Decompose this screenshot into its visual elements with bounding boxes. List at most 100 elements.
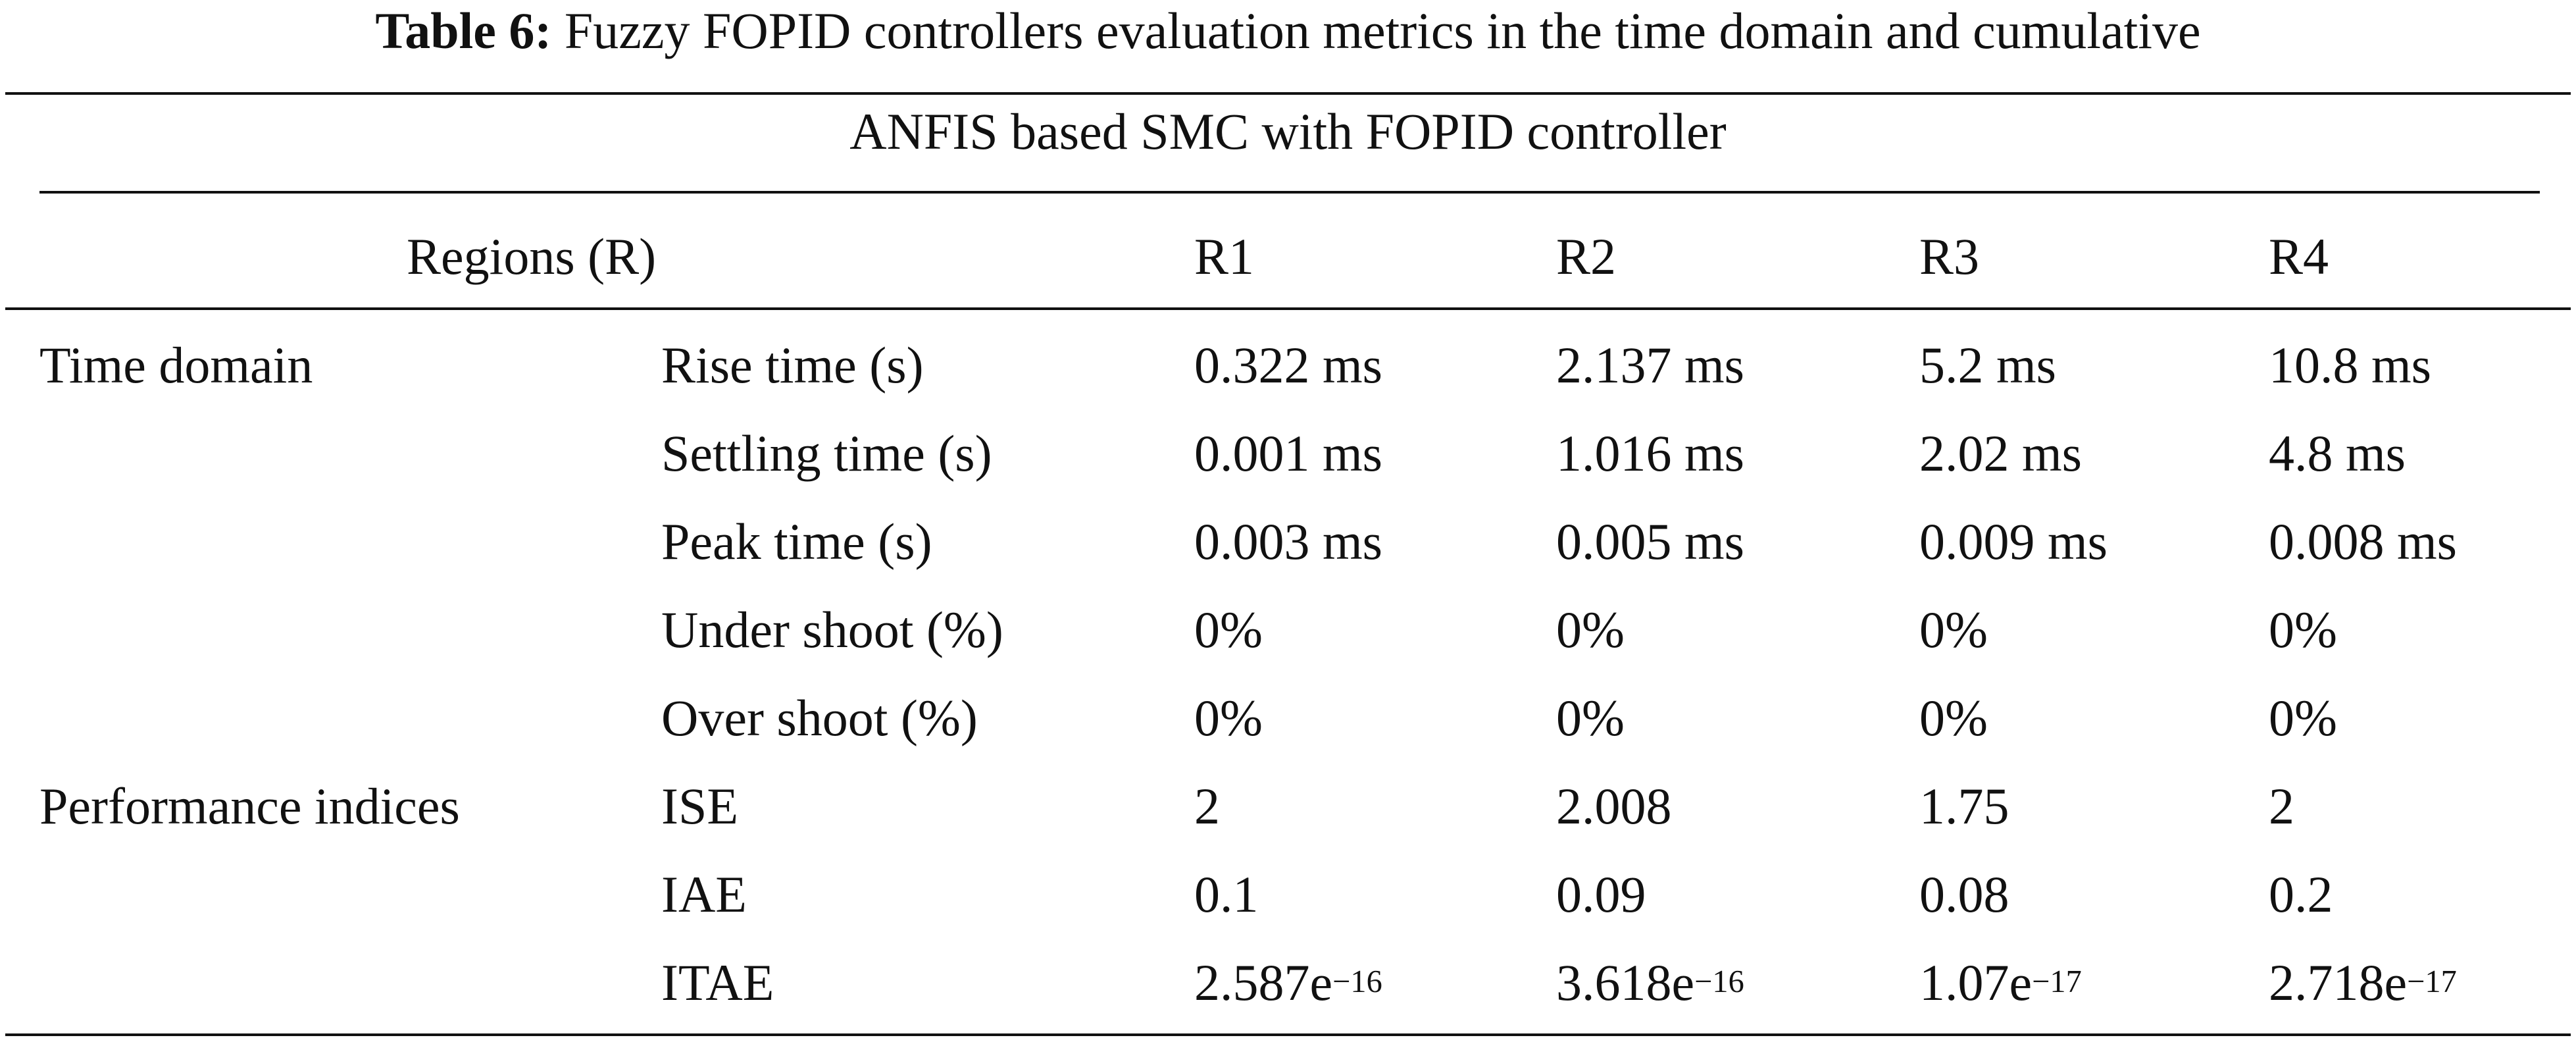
cell-r4: 0.2 xyxy=(2269,862,2333,927)
cell-text: 3.618e xyxy=(1556,954,1695,1011)
cell-text: 0.322 ms xyxy=(1194,336,1383,394)
cell-metric: IAE xyxy=(661,862,747,927)
cell-text: 4.8 ms xyxy=(2269,425,2406,482)
cell-text: 0% xyxy=(1919,601,1988,658)
cell-text: IAE xyxy=(661,866,747,923)
cell-text: 2.02 ms xyxy=(1919,425,2083,482)
cell-metric: Under shoot (%) xyxy=(661,597,1003,663)
cell-r4: 0.008 ms xyxy=(2269,509,2457,575)
cell-r3: 2.02 ms xyxy=(1919,421,2082,486)
cell-text: 0.005 ms xyxy=(1556,513,1745,570)
cell-r3: 1.75 xyxy=(1919,773,2009,839)
cell-text: Under shoot (%) xyxy=(661,601,1003,658)
header-rule xyxy=(5,307,2571,310)
top-rule xyxy=(5,92,2571,95)
cell-text: 0% xyxy=(1919,689,1988,746)
cell-text: Performance indices xyxy=(39,777,460,835)
cell-text: 0% xyxy=(1556,601,1625,658)
cell-r4: 0% xyxy=(2269,685,2337,751)
header-r1: R1 xyxy=(1194,228,1255,285)
cell-r4: 2.718e−17 xyxy=(2269,950,2457,1016)
cell-r3: 5.2 ms xyxy=(1919,332,2056,398)
cell-r1: 0.003 ms xyxy=(1194,509,1382,575)
bottom-rule xyxy=(5,1033,2571,1036)
itae-exponent: −16 xyxy=(1332,964,1382,999)
cell-r3: 0% xyxy=(1919,597,1988,663)
cell-r4: 2 xyxy=(2269,773,2294,839)
cell-text: 0.001 ms xyxy=(1194,425,1383,482)
cell-text: ITAE xyxy=(661,954,774,1011)
cell-text: 1.016 ms xyxy=(1556,425,1745,482)
header-r2: R2 xyxy=(1556,228,1617,285)
cell-text: 2.718e xyxy=(2269,954,2408,1011)
cell-metric: Over shoot (%) xyxy=(661,685,978,751)
header-r3: R3 xyxy=(1919,228,1980,285)
cell-text: 0% xyxy=(1194,689,1263,746)
cell-r2: 0.005 ms xyxy=(1556,509,1744,575)
cell-text: 2.587e xyxy=(1194,954,1333,1011)
cell-r2: 0.09 xyxy=(1556,862,1646,927)
cell-r1: 0% xyxy=(1194,685,1263,751)
group-rule xyxy=(39,191,2540,194)
cell-metric: Settling time (s) xyxy=(661,421,992,486)
cell-r1: 0.001 ms xyxy=(1194,421,1382,486)
cell-text: 0.003 ms xyxy=(1194,513,1383,570)
group-title: ANFIS based SMC with FOPID controller xyxy=(849,103,1727,160)
cell-text: 0.09 xyxy=(1556,866,1646,923)
cell-r3: 0.009 ms xyxy=(1919,509,2108,575)
cell-text: 1.75 xyxy=(1919,777,2009,835)
cell-r2: 3.618e−16 xyxy=(1556,950,1744,1016)
cell-text: Peak time (s) xyxy=(661,513,932,570)
cell-text: 5.2 ms xyxy=(1919,336,2057,394)
cell-text: Settling time (s) xyxy=(661,425,992,482)
cell-text: 2.137 ms xyxy=(1556,336,1745,394)
table-caption-text: Fuzzy FOPID controllers evaluation metri… xyxy=(564,2,2201,59)
cell-r1: 0.1 xyxy=(1194,862,1259,927)
itae-exponent: −16 xyxy=(1694,964,1744,999)
cell-text: 2 xyxy=(2269,777,2294,835)
cell-text: ISE xyxy=(661,777,738,835)
cell-text: 0% xyxy=(1556,689,1625,746)
cell-metric: ISE xyxy=(661,773,738,839)
cell-r4: 0% xyxy=(2269,597,2337,663)
cell-text: 0% xyxy=(2269,601,2337,658)
cell-r1: 2 xyxy=(1194,773,1220,839)
header-regions: Regions (R) xyxy=(407,228,657,285)
cell-text: 1.07e xyxy=(1919,954,2033,1011)
cell-text: 10.8 ms xyxy=(2269,336,2432,394)
cell-text: 0.009 ms xyxy=(1919,513,2108,570)
cell-metric: Peak time (s) xyxy=(661,509,932,575)
cell-category: Performance indices xyxy=(39,773,460,839)
cell-text: 2 xyxy=(1194,777,1220,835)
cell-text: 0.1 xyxy=(1194,866,1259,923)
cell-r1: 2.587e−16 xyxy=(1194,950,1382,1016)
cell-text: Rise time (s) xyxy=(661,336,924,394)
table-caption-label: Table 6: xyxy=(375,2,552,59)
cell-metric: Rise time (s) xyxy=(661,332,924,398)
cell-r1: 0% xyxy=(1194,597,1263,663)
cell-r2: 1.016 ms xyxy=(1556,421,1744,486)
cell-text: Time domain xyxy=(39,336,313,394)
cell-r4: 4.8 ms xyxy=(2269,421,2406,486)
table-caption: Table 6: Fuzzy FOPID controllers evaluat… xyxy=(0,0,2576,79)
cell-r3: 1.07e−17 xyxy=(1919,950,2082,1016)
cell-r3: 0% xyxy=(1919,685,1988,751)
cell-category: Time domain xyxy=(39,332,313,398)
cell-text: 2.008 xyxy=(1556,777,1672,835)
cell-text: Over shoot (%) xyxy=(661,689,978,746)
cell-text: 0% xyxy=(2269,689,2337,746)
cell-metric: ITAE xyxy=(661,950,774,1016)
cell-r2: 2.137 ms xyxy=(1556,332,1744,398)
itae-exponent: −17 xyxy=(2407,964,2457,999)
header-r4: R4 xyxy=(2269,228,2329,285)
cell-text: 0% xyxy=(1194,601,1263,658)
cell-r2: 2.008 xyxy=(1556,773,1672,839)
cell-text: 0.008 ms xyxy=(2269,513,2458,570)
cell-text: 0.2 xyxy=(2269,866,2333,923)
itae-exponent: −17 xyxy=(2032,964,2082,999)
cell-text: 0.08 xyxy=(1919,866,2009,923)
cell-r3: 0.08 xyxy=(1919,862,2009,927)
cell-r2: 0% xyxy=(1556,685,1625,751)
cell-r1: 0.322 ms xyxy=(1194,332,1382,398)
cell-r2: 0% xyxy=(1556,597,1625,663)
